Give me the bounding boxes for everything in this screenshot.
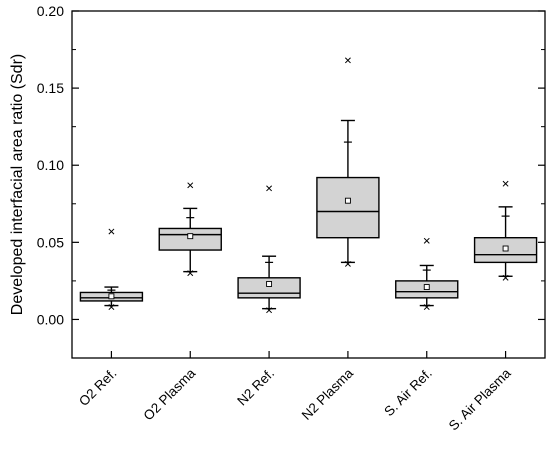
max-marker [344, 57, 351, 64]
marker-stroke [187, 270, 194, 277]
axes-layer [71, 10, 546, 359]
x-category-label: O2 Plasma [141, 365, 199, 423]
marker-stroke [187, 182, 194, 189]
marker-stroke [108, 304, 115, 311]
marker-stroke [502, 274, 509, 281]
max-marker [187, 182, 194, 189]
mean-marker [187, 233, 194, 240]
box-iqr [237, 277, 301, 299]
x-category-label: S. Air Ref. [381, 366, 435, 420]
y-tick-label: 0.00 [37, 311, 64, 327]
min-marker [187, 270, 194, 277]
min-marker [108, 304, 115, 311]
marker-stroke [344, 57, 351, 64]
box-iqr [316, 176, 380, 239]
box-group [237, 185, 301, 314]
y-tick-label: 0.10 [37, 157, 64, 173]
boxes-layer [79, 57, 538, 314]
marker-stroke [344, 260, 351, 267]
mean-marker [108, 293, 115, 300]
x-category-label: S. Air Plasma [446, 365, 514, 433]
marker-stroke [266, 185, 273, 192]
mean-marker [502, 245, 509, 252]
max-marker [423, 237, 430, 244]
x-category-label: N2 Plasma [299, 365, 357, 423]
box-group [79, 228, 144, 311]
marker-stroke [266, 307, 273, 314]
marker-stroke [108, 228, 115, 235]
marker-stroke [423, 304, 430, 311]
max-marker [266, 185, 273, 192]
y-tick-label: 0.05 [37, 234, 64, 250]
box-iqr [158, 227, 222, 251]
box-group [395, 237, 459, 311]
max-marker [108, 228, 115, 235]
min-marker [502, 274, 509, 281]
labels-layer: 0.00 0.05 0.10 0.15 0.20 Developed interfacia… [9, 3, 514, 433]
x-category-label: O2 Ref. [76, 366, 120, 410]
marker-stroke [502, 180, 509, 187]
mean-marker [266, 281, 273, 287]
plot-frame [71, 10, 546, 359]
max-marker [502, 180, 509, 187]
mean-marker [423, 284, 430, 291]
box-group [473, 180, 538, 281]
y-tick-label: 0.15 [37, 80, 64, 96]
y-tick-label: 0.20 [37, 3, 64, 19]
min-marker [344, 260, 351, 267]
box-group [158, 182, 222, 277]
min-marker [423, 304, 430, 311]
marker-stroke [423, 237, 430, 244]
x-category-label: N2 Ref. [234, 366, 277, 409]
y-axis-title: Developed interfacial area ratio (Sdr) [9, 54, 26, 315]
mean-marker [344, 197, 351, 204]
box-group [316, 57, 380, 267]
min-marker [266, 307, 273, 314]
